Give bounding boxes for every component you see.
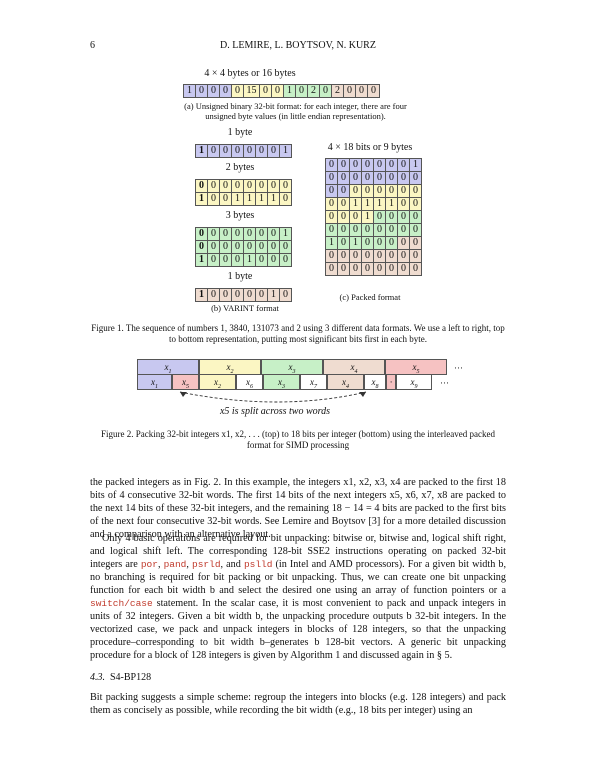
fig1c-title: 4 × 18 bits or 9 bytes: [327, 142, 413, 153]
packed-word-cell: x8: [364, 374, 386, 390]
packed-word-cell: x6: [236, 374, 263, 390]
running-header: D. LEMIRE, L. BOYTSOV, N. KURZ: [220, 40, 376, 51]
fig2-bottom-ellipsis: ···: [440, 378, 449, 388]
bit-cell: 0: [279, 253, 292, 267]
bit-cell: 0: [231, 144, 244, 158]
bit-cell: 1: [267, 192, 280, 206]
split-note: x5 is split across two words: [219, 406, 331, 417]
bit-cell: 0: [267, 144, 280, 158]
top-word-cell: x1: [137, 359, 199, 375]
packed-word-cell: x7: [300, 374, 327, 390]
body-paragraph-3: Bit packing suggests a simple scheme: re…: [90, 692, 506, 716]
packed-word-cell: x3: [263, 374, 300, 390]
bit-cell: 0: [279, 192, 292, 206]
packed-word-cell: x9: [396, 374, 432, 390]
section-heading: 4.3. S4-BP128: [90, 672, 152, 683]
byte-cell: 1: [283, 84, 296, 98]
page-number: 6: [90, 40, 95, 51]
packed-word-cell: x4: [327, 374, 364, 390]
bit-cell: 0: [409, 236, 422, 250]
bit-cell: 0: [409, 210, 422, 224]
body-paragraph-2: Only 4 basic operations are required for…: [90, 533, 507, 661]
fig1-caption: Figure 1. The sequence of numbers 1, 384…: [91, 323, 505, 344]
packed-word-cell: ·: [386, 374, 396, 390]
fig1a-title: 4 × 4 bytes or 16 bytes: [204, 68, 296, 79]
fig1b-caption: (b) VARINT format: [211, 303, 279, 313]
packed-word-cell: x1: [137, 374, 172, 390]
bit-cell: 0: [255, 144, 268, 158]
fig2-caption: Figure 2. Packing 32-bit integers x1, x2…: [101, 429, 495, 450]
packed-word-cell: x5: [172, 374, 199, 390]
bit-cell: 0: [409, 249, 422, 263]
fig2-top-ellipsis: ···: [454, 363, 463, 373]
bit-cell: 0: [279, 288, 292, 302]
bit-cell: 1: [279, 144, 292, 158]
bit-cell: 1: [195, 192, 208, 206]
byte-cell: 15: [243, 84, 260, 98]
bit-cell: 0: [409, 262, 422, 276]
varint-group-label: 3 bytes: [225, 210, 255, 221]
fig1a-caption: (a) Unsigned binary 32-bit format: for e…: [184, 101, 407, 121]
bit-cell: 0: [219, 192, 232, 206]
body-paragraph-1: the packed integers as in Fig. 2. In thi…: [90, 477, 506, 540]
packed-word-cell: x2: [199, 374, 236, 390]
fig1c-caption: (c) Packed format: [339, 292, 401, 302]
varint-group-label: 2 bytes: [225, 162, 255, 173]
fig1a-bytes: 1 0 0 0 0 15 0 0 1 0 2 0 2 0 0 0: [183, 84, 380, 98]
byte-cell: 0: [367, 84, 380, 98]
bit-cell: 0: [397, 262, 410, 276]
bit-cell: 0: [409, 197, 422, 211]
varint-group-label: 1 byte: [227, 271, 253, 282]
varint-group-label: 1 byte: [227, 127, 253, 138]
